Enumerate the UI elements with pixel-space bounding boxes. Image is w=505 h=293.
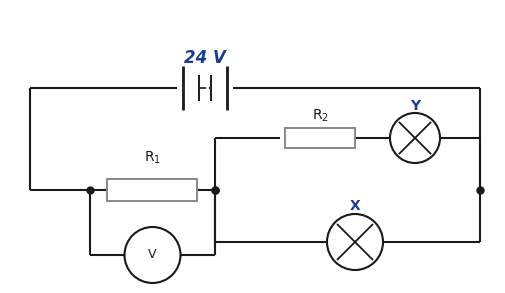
Circle shape [124,227,180,283]
Text: Y: Y [409,99,419,113]
Text: V: V [148,248,157,261]
Text: X: X [349,199,360,213]
Circle shape [326,214,382,270]
Text: 24 V: 24 V [184,49,226,67]
Text: R$_2$: R$_2$ [311,108,328,124]
Circle shape [389,113,439,163]
Text: R$_1$: R$_1$ [144,150,161,166]
FancyBboxPatch shape [107,179,197,201]
FancyBboxPatch shape [284,128,355,148]
